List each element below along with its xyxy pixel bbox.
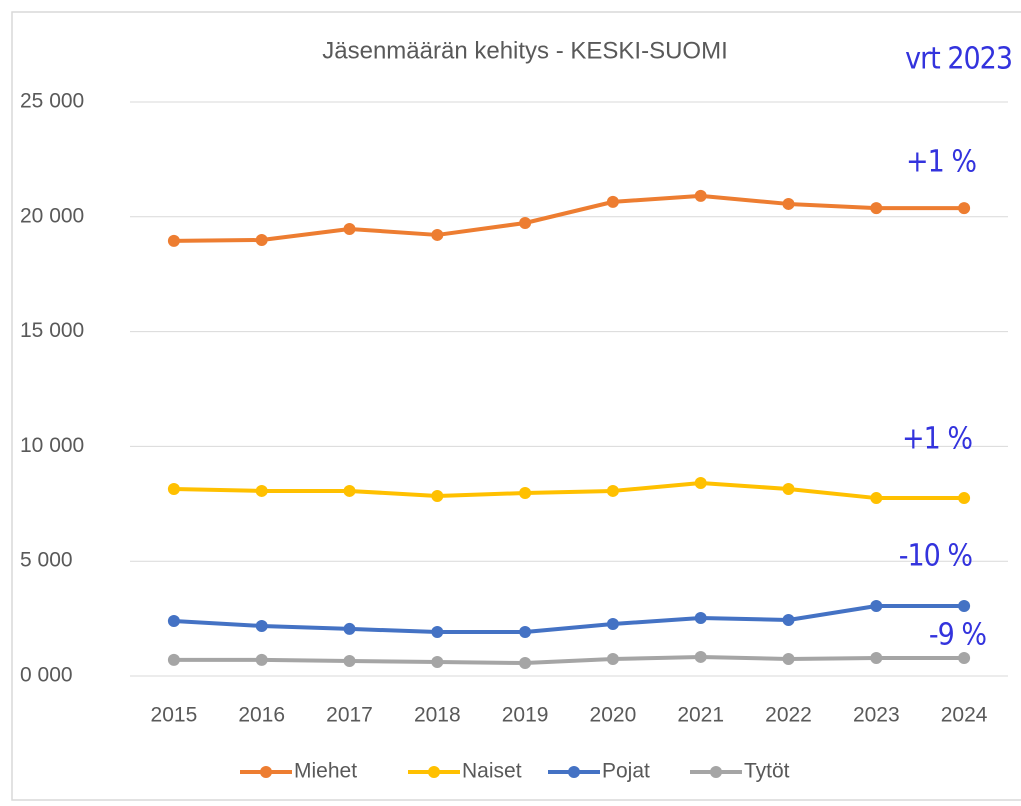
data-point <box>255 653 268 666</box>
data-point <box>255 233 268 246</box>
data-point <box>870 651 883 664</box>
y-tick-label: 5 000 <box>20 549 73 572</box>
data-point <box>519 216 532 229</box>
annotation: -10 % <box>899 539 973 574</box>
x-tick-label: 2016 <box>238 704 285 727</box>
data-point <box>167 615 180 628</box>
annotation: -9 % <box>929 618 986 653</box>
series-line <box>173 481 965 501</box>
data-point <box>694 612 707 625</box>
annotation: vrt 2023 <box>905 42 1012 77</box>
data-point <box>431 655 444 668</box>
x-tick-label: 2023 <box>853 704 900 727</box>
data-point <box>167 653 180 666</box>
y-tick-label: 15 000 <box>20 319 84 342</box>
chart-border <box>11 11 1021 801</box>
data-point <box>958 599 971 612</box>
x-tick-label: 2017 <box>326 704 373 727</box>
data-point <box>694 189 707 202</box>
legend-label: Pojat <box>602 760 650 783</box>
data-point <box>606 653 619 666</box>
series-line <box>173 193 965 243</box>
data-point <box>870 492 883 505</box>
data-point <box>782 653 795 666</box>
annotation: +1 % <box>902 422 972 457</box>
annotation: +1 % <box>906 145 976 180</box>
x-tick-label: 2022 <box>765 704 812 727</box>
series-line <box>173 603 965 635</box>
data-point <box>694 477 707 490</box>
legend-label: Tytöt <box>744 760 790 783</box>
data-point <box>343 222 356 235</box>
legend-marker <box>260 766 272 778</box>
chart-title: Jäsenmäärän kehitys - KESKI-SUOMI <box>322 37 727 64</box>
y-tick-label: 10 000 <box>20 434 84 457</box>
x-tick-label: 2021 <box>677 704 724 727</box>
legend-label: Miehet <box>294 760 357 783</box>
data-point <box>958 492 971 505</box>
data-point <box>343 622 356 635</box>
y-tick-label: 0 000 <box>20 664 73 687</box>
data-point <box>431 626 444 639</box>
x-tick-label: 2020 <box>590 704 637 727</box>
data-point <box>870 202 883 215</box>
x-tick-label: 2019 <box>502 704 549 727</box>
legend-marker <box>710 766 722 778</box>
data-point <box>255 484 268 497</box>
data-point <box>431 228 444 241</box>
data-point <box>606 484 619 497</box>
data-point <box>958 651 971 664</box>
data-point <box>431 489 444 502</box>
legend-label: Naiset <box>462 760 522 783</box>
data-point <box>782 482 795 495</box>
data-point <box>519 487 532 500</box>
data-point <box>255 619 268 632</box>
x-tick-label: 2024 <box>941 704 988 727</box>
data-point <box>519 626 532 639</box>
data-point <box>343 484 356 497</box>
data-point <box>167 234 180 247</box>
data-point <box>694 650 707 663</box>
data-point <box>343 654 356 667</box>
data-point <box>606 617 619 630</box>
data-point <box>606 195 619 208</box>
x-tick-label: 2015 <box>151 704 198 727</box>
data-point <box>167 482 180 495</box>
y-tick-label: 25 000 <box>20 90 84 113</box>
y-tick-label: 20 000 <box>20 204 84 227</box>
data-point <box>519 657 532 670</box>
data-point <box>782 613 795 626</box>
series-line <box>173 654 965 666</box>
data-point <box>782 197 795 210</box>
legend-marker <box>568 766 580 778</box>
legend-marker <box>428 766 440 778</box>
x-tick-label: 2018 <box>414 704 461 727</box>
data-point <box>870 599 883 612</box>
data-point <box>958 202 971 215</box>
